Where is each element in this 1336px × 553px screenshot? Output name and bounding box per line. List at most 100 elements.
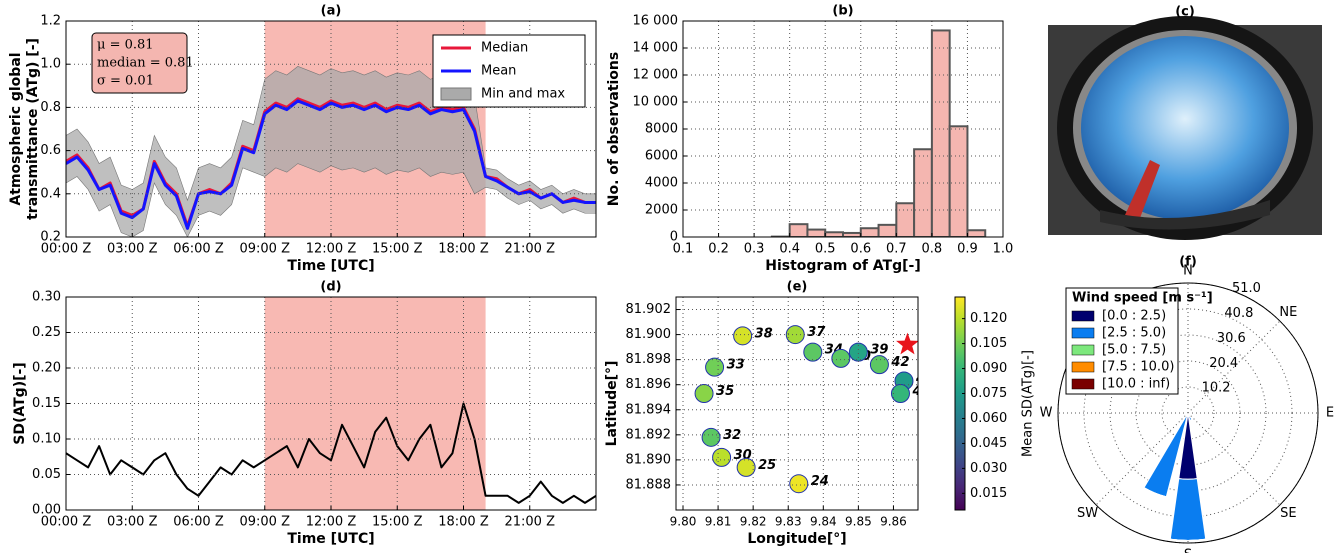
legend-label: [0.0 : 2.5)	[1102, 309, 1166, 324]
colorbar-tick-label: 0.030	[970, 461, 1007, 476]
angular-grid	[1095, 412, 1189, 506]
station-label: 37	[807, 325, 826, 340]
station-label: 25	[758, 458, 776, 473]
station-label: 32	[723, 428, 741, 443]
legend-box	[1065, 287, 1179, 395]
y-tick-label: 81.896	[626, 377, 672, 392]
colorbar-tick-label: 0.060	[970, 411, 1007, 426]
plot-layer	[66, 297, 596, 510]
legend-label: [10.0 : inf)	[1102, 377, 1170, 392]
y-axis-label: transmittance (ATg) [-]	[25, 38, 41, 220]
x-tick-label: 15:00 Z	[372, 515, 423, 530]
y-tick-label: 0.8	[40, 100, 61, 115]
x-tick-label: 12:00 Z	[306, 242, 357, 257]
x-tick-label: 0.7	[886, 242, 907, 257]
x-tick-label: 06:00 Z	[173, 242, 224, 257]
legend-label: Median	[481, 41, 528, 56]
x-tick-label: 0.4	[779, 242, 800, 257]
colorbar-tick-label: 0.090	[970, 361, 1007, 376]
radial-grid	[1109, 334, 1267, 492]
station-point	[736, 457, 756, 477]
plot-layer: 3837344039424344333532302524	[694, 325, 930, 494]
x-tick-label: 03:00 Z	[107, 515, 158, 530]
x-axis-label: Histogram of ATg[-]	[765, 258, 921, 274]
colorbar-tick-label: 0.120	[970, 311, 1007, 326]
x-tick-label: 1.0	[993, 242, 1014, 257]
x-tick-label: 9.80	[670, 515, 697, 529]
station-point	[701, 427, 721, 447]
radial-tick-label: 30.6	[1217, 331, 1246, 346]
x-tick-label: 9.86	[880, 515, 907, 529]
polar-frame	[1057, 282, 1319, 544]
station-label: 38	[755, 326, 773, 341]
panel-title: (f)	[1179, 255, 1197, 270]
x-tick-label: 0.3	[744, 242, 765, 257]
station-label: 44	[911, 384, 930, 399]
axes-frame	[65, 296, 597, 511]
y-axis-label: No. of observations	[606, 52, 622, 206]
histogram-bar	[824, 231, 845, 237]
y-tick-label: 1.2	[40, 14, 61, 29]
station-point	[733, 326, 753, 346]
station-point	[705, 357, 725, 377]
plot-layer	[770, 29, 987, 237]
axes-frame	[682, 20, 1004, 238]
x-axis-label: Time [UTC]	[287, 531, 374, 547]
x-tick-label: 09:00 Z	[239, 515, 290, 530]
radial-tick-label: 20.4	[1209, 356, 1238, 371]
y-tick-label: 81.894	[626, 402, 672, 417]
y-tick-label: 81.888	[626, 477, 672, 492]
series-line	[66, 99, 596, 230]
shaded-region	[264, 297, 486, 510]
x-tick-label: 21:00 Z	[504, 515, 555, 530]
y-tick-label: 0.15	[32, 396, 61, 411]
crane	[1125, 160, 1160, 218]
legend-title: Wind speed [m s⁻¹]	[1072, 291, 1213, 306]
x-tick-label: 00:00 Z	[41, 515, 92, 530]
x-tick-label: 9.81	[705, 515, 732, 529]
legend-label: [2.5 : 5.0)	[1102, 326, 1166, 341]
reference-star	[896, 332, 918, 355]
y-tick-label: 2000	[645, 203, 678, 218]
x-tick-label: 9.85	[845, 515, 872, 529]
panel-title: (d)	[320, 280, 341, 295]
histogram-bar	[859, 227, 880, 237]
x-tick-label: 21:00 Z	[504, 242, 555, 257]
direction-label: E	[1326, 406, 1334, 421]
y-axis-label: Atmospheric global	[8, 52, 24, 205]
histogram-bar	[966, 229, 987, 237]
station-point	[890, 383, 910, 403]
y-tick-label: 16 000	[633, 14, 679, 29]
panel-title: (a)	[321, 4, 342, 19]
y-tick-label: 4000	[645, 176, 678, 191]
x-tick-label: 9.82	[740, 515, 767, 529]
x-axis-label: Time [UTC]	[287, 258, 374, 274]
radial-tick-label: 40.8	[1224, 306, 1253, 321]
x-tick-label: 9.84	[810, 515, 837, 529]
legend-swatch	[1071, 327, 1095, 339]
station-point	[831, 348, 851, 368]
x-tick-label: 0.8	[922, 242, 943, 257]
station-point	[712, 447, 732, 467]
x-tick-label: 09:00 Z	[239, 242, 290, 257]
legend-label: Min and max	[481, 87, 565, 102]
y-tick-label: 81.890	[626, 452, 672, 467]
stats-box	[91, 32, 188, 94]
station-label: 39	[870, 343, 888, 358]
y-axis-label: Latitude[°]	[604, 361, 620, 447]
legend-label: Mean	[481, 64, 516, 79]
legend-label: [5.0 : 7.5)	[1102, 343, 1166, 358]
sky-photo	[1048, 16, 1322, 240]
y-tick-label: 0	[670, 230, 678, 245]
legend-swatch	[440, 87, 472, 101]
y-tick-label: 0.30	[32, 290, 61, 305]
wind-bar	[1178, 412, 1198, 480]
x-tick-label: 0.5	[815, 242, 836, 257]
direction-label: SE	[1280, 506, 1296, 521]
radial-tick-label: 10.2	[1202, 381, 1231, 396]
direction-label: N	[1183, 264, 1193, 279]
legend-swatch	[1071, 310, 1095, 322]
wind-bar	[1169, 478, 1207, 541]
histogram-bar	[842, 231, 862, 237]
histogram-bar	[948, 125, 969, 237]
